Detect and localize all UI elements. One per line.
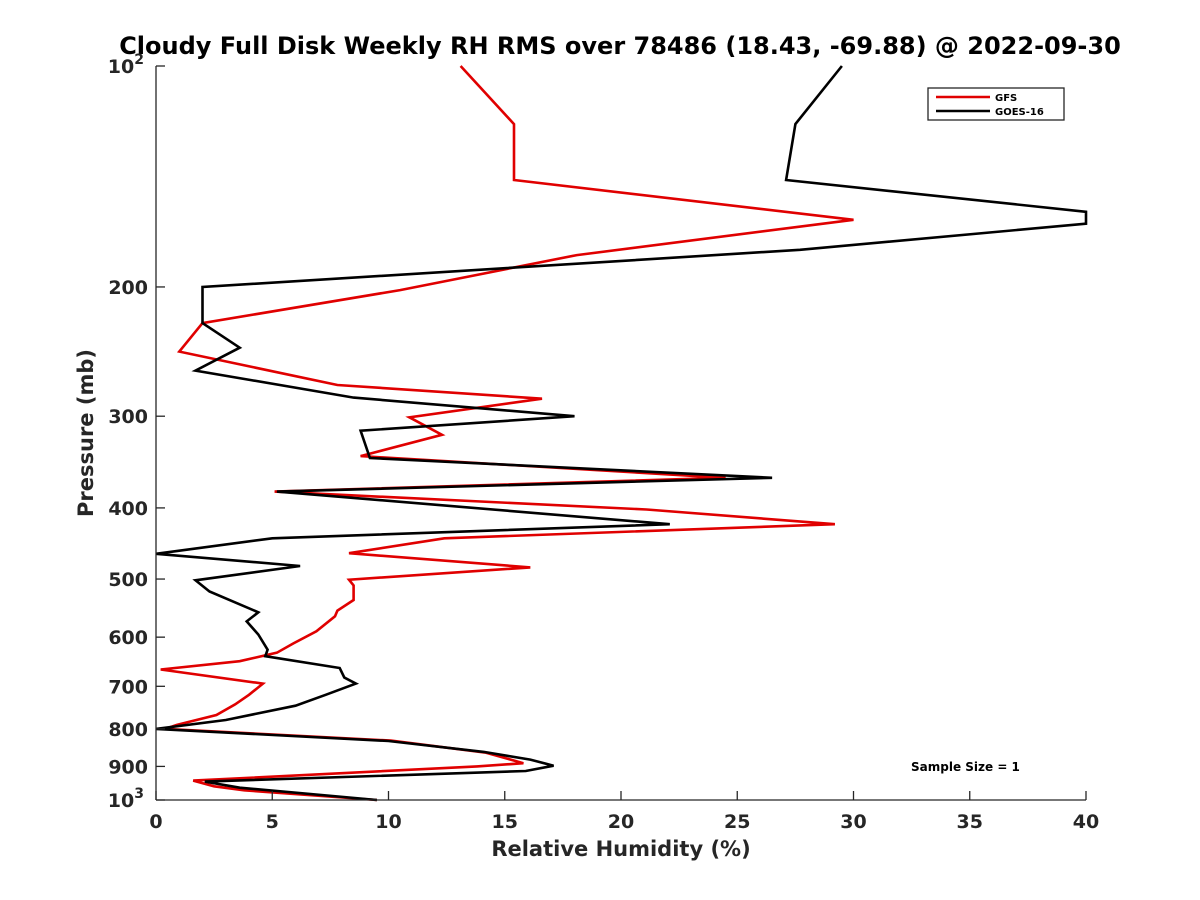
sample-size-annotation: Sample Size = 1	[911, 760, 1020, 774]
y-tick-label: 400	[108, 498, 148, 520]
y-axis-label: Pressure (mb)	[74, 349, 98, 517]
axes-layer: 0 5 10 15 20 25 30 35 40 102 200 300 400 500 600 700 800…	[108, 52, 1099, 833]
y-tick-label: 103	[108, 786, 144, 812]
x-tick-label: 40	[1073, 811, 1099, 833]
x-tick-label: 10	[375, 811, 401, 833]
y-tick-label: 700	[108, 676, 148, 698]
y-tick-label: 102	[108, 52, 144, 78]
y-tick-label: 600	[108, 627, 148, 649]
y-tick-label: 500	[108, 569, 148, 591]
series-layer	[155, 65, 1088, 802]
x-tick-label: 5	[266, 811, 279, 833]
x-tick-label: 0	[149, 811, 162, 833]
y-tick-label: 300	[108, 406, 148, 428]
x-tick-label: 15	[492, 811, 518, 833]
x-tick-label: 35	[957, 811, 983, 833]
x-tick-label: 25	[724, 811, 750, 833]
x-axis-label: Relative Humidity (%)	[491, 837, 750, 861]
series-line-goes-16	[155, 65, 1088, 802]
x-tick-label: 20	[608, 811, 634, 833]
legend-box	[927, 87, 1065, 121]
legend-label-goes-16: GOES-16	[995, 107, 1044, 118]
y-tick-label: 200	[108, 277, 148, 299]
y-tick-label: 900	[108, 756, 148, 778]
legend-label-gfs: GFS	[995, 93, 1017, 104]
chart-title: Cloudy Full Disk Weekly RH RMS over 7848…	[119, 32, 1121, 60]
x-tick-label: 30	[840, 811, 866, 833]
legend: GFS GOES-16	[927, 87, 1065, 121]
y-tick-label: 800	[108, 719, 148, 741]
